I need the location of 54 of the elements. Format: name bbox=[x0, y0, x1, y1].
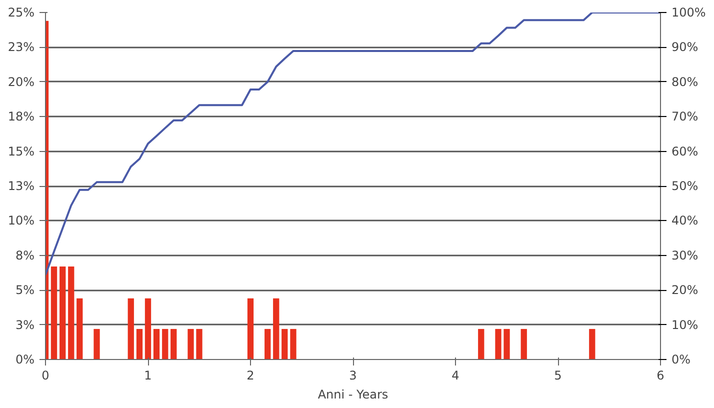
y-tick-label: 20% bbox=[8, 74, 34, 89]
y2-tick-label: 80% bbox=[672, 74, 698, 89]
bar bbox=[504, 328, 510, 360]
y2-tick-label: 0% bbox=[672, 352, 691, 366]
bar bbox=[247, 298, 254, 360]
y-tick-label: 13% bbox=[8, 179, 34, 193]
y2-tick-label: 60% bbox=[672, 144, 698, 158]
bar bbox=[76, 298, 83, 360]
bar bbox=[290, 328, 296, 360]
bar bbox=[589, 328, 596, 360]
x-tick-label: 3 bbox=[349, 368, 357, 382]
x-tick-label: 6 bbox=[656, 368, 664, 382]
y2-tick-label: 10% bbox=[672, 318, 698, 332]
bar bbox=[94, 328, 100, 360]
y2-tick-label: 100% bbox=[672, 6, 706, 20]
y-tick-label: 0% bbox=[15, 352, 35, 366]
y2-tick-label: 50% bbox=[672, 179, 698, 193]
x-axis-title: Anni - Years bbox=[318, 388, 388, 402]
y-tick-label: 23% bbox=[8, 40, 34, 54]
y-tick-label: 10% bbox=[8, 214, 34, 228]
y2-tick-label: 40% bbox=[672, 214, 698, 228]
bar bbox=[60, 266, 66, 360]
bar bbox=[50, 266, 58, 360]
x-tick-label: 5 bbox=[554, 368, 562, 382]
bar bbox=[136, 328, 143, 360]
bar bbox=[170, 328, 177, 360]
x-tick-label: 1 bbox=[144, 368, 152, 382]
line-series bbox=[46, 12, 660, 276]
bar bbox=[153, 328, 160, 360]
bar bbox=[264, 328, 271, 360]
bar bbox=[196, 328, 202, 360]
y-tick-label: 25% bbox=[8, 6, 34, 20]
bar bbox=[144, 298, 152, 360]
y2-tick-label: 90% bbox=[672, 40, 698, 54]
y2-tick-label: 30% bbox=[672, 248, 698, 262]
y-tick-label: 8% bbox=[15, 248, 35, 262]
y2-tick-label: 20% bbox=[672, 283, 698, 298]
y-tick-label: 18% bbox=[8, 110, 34, 124]
bar bbox=[282, 328, 288, 360]
y-tick-label: 5% bbox=[15, 283, 35, 298]
bar bbox=[68, 266, 74, 360]
bar bbox=[128, 298, 134, 360]
bar bbox=[273, 298, 280, 360]
x-tick-label: 2 bbox=[246, 368, 254, 382]
y-tick-label: 15% bbox=[8, 144, 34, 158]
y2-tick-label: 70% bbox=[672, 110, 698, 124]
bar bbox=[478, 328, 484, 360]
bar bbox=[162, 328, 168, 360]
bar bbox=[188, 328, 194, 360]
bar bbox=[520, 328, 527, 360]
x-tick-label: 0 bbox=[42, 368, 50, 382]
bar bbox=[495, 328, 502, 360]
x-tick-label: 4 bbox=[452, 368, 460, 382]
y-tick-label: 3% bbox=[15, 318, 35, 332]
